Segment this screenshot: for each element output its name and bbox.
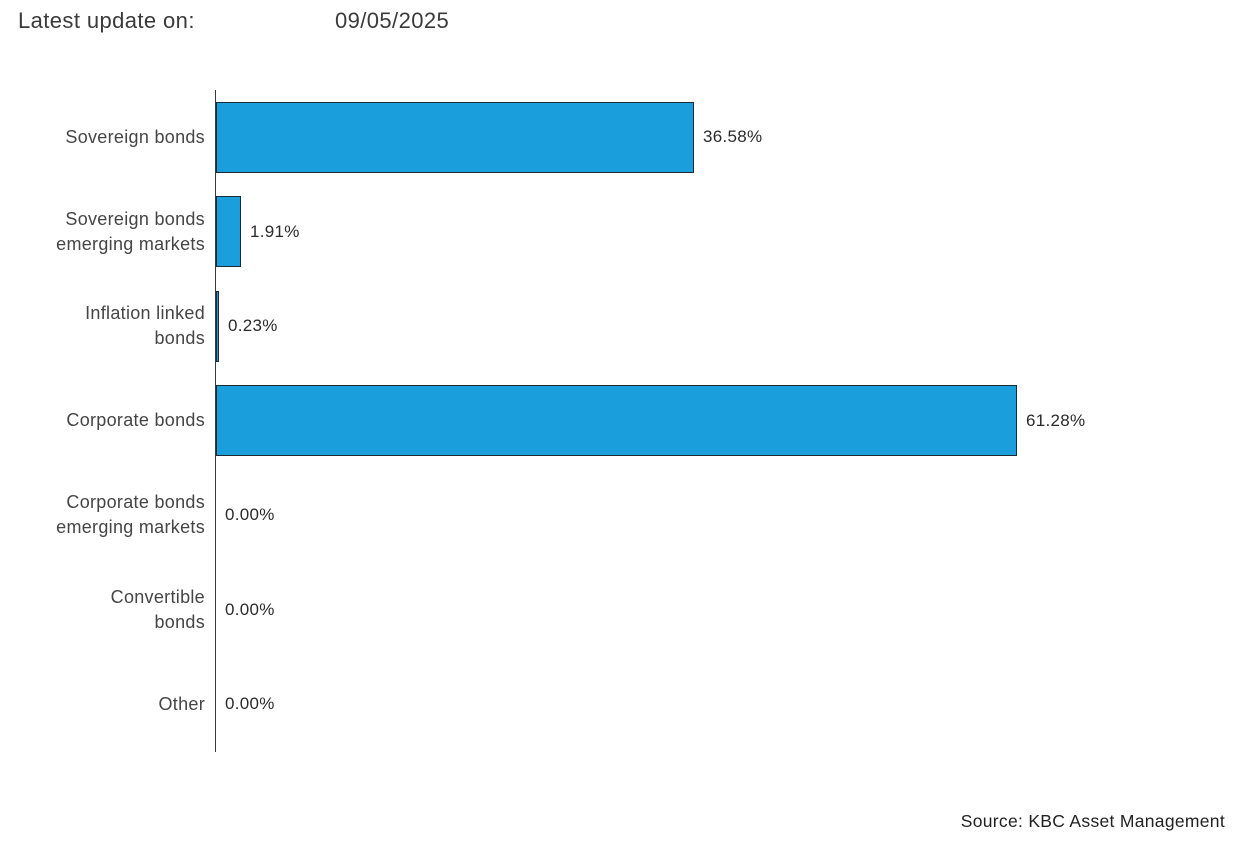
chart-row: Convertible bonds 0.00% bbox=[18, 562, 1232, 657]
category-label: Convertible bonds bbox=[110, 586, 205, 632]
bar bbox=[216, 290, 219, 362]
chart-row: Sovereign bonds emerging markets 1.91% bbox=[18, 184, 1232, 279]
source-note: Source: KBC Asset Management bbox=[960, 811, 1225, 831]
category-label: Other bbox=[158, 693, 205, 714]
plot-area: 0.00% bbox=[215, 468, 1232, 563]
category-label: Corporate bonds emerging markets bbox=[56, 492, 205, 538]
category-label: Sovereign bonds emerging markets bbox=[56, 208, 205, 254]
chart-row: Corporate bonds 61.28% bbox=[18, 373, 1232, 468]
value-label: 61.28% bbox=[1026, 410, 1086, 430]
category-label: Sovereign bonds bbox=[65, 126, 205, 147]
value-label: 36.58% bbox=[703, 127, 763, 147]
plot-area: 0.00% bbox=[215, 657, 1232, 752]
chart-row: Inflation linked bonds 0.23% bbox=[18, 279, 1232, 374]
category-label: Corporate bonds bbox=[66, 410, 205, 431]
value-label: 0.23% bbox=[228, 316, 278, 336]
value-label: 0.00% bbox=[225, 505, 275, 525]
chart-header: Latest update on: 09/05/2025 bbox=[18, 8, 449, 34]
value-label: 0.00% bbox=[225, 599, 275, 619]
update-label: Latest update on: bbox=[18, 8, 195, 33]
bar bbox=[216, 385, 1017, 457]
chart-row: Other 0.00% bbox=[18, 657, 1232, 752]
value-label: 0.00% bbox=[225, 694, 275, 714]
bar-chart: Sovereign bonds 36.58% Sovereign bonds emer… bbox=[18, 90, 1232, 752]
value-label: 1.91% bbox=[250, 221, 300, 241]
plot-area: 0.23% bbox=[215, 279, 1232, 374]
plot-area: 1.91% bbox=[215, 184, 1232, 279]
chart-row: Sovereign bonds 36.58% bbox=[18, 90, 1232, 185]
chart-row: Corporate bonds emerging markets 0.00% bbox=[18, 468, 1232, 563]
chart-rows: Sovereign bonds 36.58% Sovereign bonds emer… bbox=[18, 90, 1232, 752]
category-label: Inflation linked bonds bbox=[85, 303, 205, 349]
bar bbox=[216, 196, 241, 268]
plot-area: 0.00% bbox=[215, 562, 1232, 657]
plot-area: 61.28% bbox=[215, 373, 1232, 468]
plot-area: 36.58% bbox=[215, 90, 1232, 185]
update-date: 09/05/2025 bbox=[335, 8, 450, 33]
bar bbox=[216, 101, 694, 173]
